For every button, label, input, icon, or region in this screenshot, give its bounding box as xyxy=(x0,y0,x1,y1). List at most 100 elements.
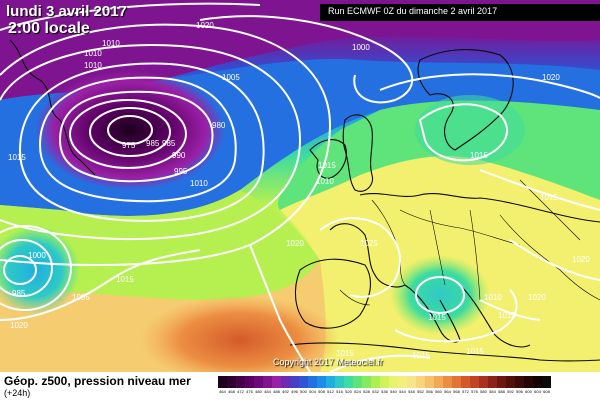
scale-swatch xyxy=(470,376,479,388)
greenland-coast xyxy=(9,39,96,176)
isobar-985-w xyxy=(3,255,37,285)
isobar-label: 1000 xyxy=(28,251,46,260)
isobar-label: 1015 xyxy=(540,193,558,202)
isobar-label: 995 xyxy=(174,167,188,176)
scale-swatch xyxy=(380,376,389,388)
scale-label: 608 xyxy=(543,389,550,394)
scale-swatch xyxy=(344,376,353,388)
scale-label: 492 xyxy=(282,389,289,394)
scale-label: 488 xyxy=(273,389,280,394)
scale-swatch xyxy=(335,376,344,388)
isobar-label: 985 xyxy=(162,139,176,148)
scale-label: 516 xyxy=(336,389,343,394)
scale-label: 592 xyxy=(507,389,514,394)
scale-label: 584 xyxy=(489,389,496,394)
isobar-label: 1010 xyxy=(316,177,334,186)
scandinavia-coast xyxy=(417,49,514,151)
low-pressure-core xyxy=(35,70,225,190)
border-5 xyxy=(499,214,600,301)
scale-swatch xyxy=(506,376,515,388)
isobar-label: 1020 xyxy=(528,293,546,302)
isobar-1020-e xyxy=(509,239,600,281)
border-2 xyxy=(399,209,521,246)
scale-swatch xyxy=(227,376,236,388)
isobar-label: 1015 xyxy=(116,275,134,284)
north-europe-coast xyxy=(359,193,600,223)
isobar-1000-w xyxy=(0,239,53,297)
isobar-1020-s xyxy=(249,244,311,372)
isobar-1015-africa xyxy=(329,354,431,372)
scale-label: 532 xyxy=(372,389,379,394)
scale-swatch xyxy=(245,376,254,388)
lead-time: (+24h) xyxy=(4,388,31,398)
z500-band-lime xyxy=(0,190,320,300)
scale-label: 604 xyxy=(534,389,541,394)
isobar-1025 xyxy=(319,217,401,298)
forecast-map: 1020 1010 1010 1010 1005 1000 1020 980 9… xyxy=(0,0,600,372)
isobar-label: 1010 xyxy=(84,49,102,58)
scale-label: 536 xyxy=(381,389,388,394)
scale-label: 580 xyxy=(480,389,487,394)
isobar-label: 985 xyxy=(12,289,26,298)
isobars xyxy=(0,2,600,372)
isobar-label: 990 xyxy=(172,151,186,160)
scale-swatch xyxy=(281,376,290,388)
scale-swatch xyxy=(425,376,434,388)
isobar-1000 xyxy=(18,62,265,222)
isobar-1000-ne xyxy=(199,15,414,104)
scale-label: 540 xyxy=(390,389,397,394)
scale-label: 464 xyxy=(219,389,226,394)
scale-swatch xyxy=(452,376,461,388)
scale-label: 504 xyxy=(309,389,316,394)
isobar-label: 1015 xyxy=(412,351,430,360)
britain-coast xyxy=(342,114,374,192)
isobar-1010 xyxy=(0,23,332,266)
isobar-label: 1025 xyxy=(360,239,378,248)
scale-swatch xyxy=(317,376,326,388)
scale-label: 568 xyxy=(453,389,460,394)
scale-label: 512 xyxy=(327,389,334,394)
scale-label: 484 xyxy=(264,389,271,394)
scale-swatch xyxy=(434,376,443,388)
scale-label: 576 xyxy=(471,389,478,394)
scale-label: 552 xyxy=(417,389,424,394)
isobar-label: 1015 xyxy=(466,347,484,356)
scale-swatch xyxy=(371,376,380,388)
isobar-1015-scand xyxy=(418,103,509,162)
scale-swatch xyxy=(218,376,227,388)
scale-swatch xyxy=(308,376,317,388)
scale-swatch xyxy=(326,376,335,388)
isobar-label: 1010 xyxy=(190,179,208,188)
isobar-label: 1005 xyxy=(222,73,240,82)
isobar-label: 985 xyxy=(146,139,160,148)
scale-swatch xyxy=(479,376,488,388)
scale-label: 588 xyxy=(498,389,505,394)
iberia-coast xyxy=(294,258,371,329)
scale-swatch xyxy=(524,376,533,388)
isobar-975 xyxy=(107,115,153,145)
scale-swatch xyxy=(299,376,308,388)
scale-label: 524 xyxy=(354,389,361,394)
isobar-1020-nw xyxy=(0,2,261,31)
scale-swatch xyxy=(515,376,524,388)
isobar-990 xyxy=(58,90,214,183)
scale-swatch xyxy=(353,376,362,388)
isobar-1005-w xyxy=(0,225,72,311)
scale-label: 560 xyxy=(435,389,442,394)
scale-label: 548 xyxy=(408,389,415,394)
isobar-label: 1020 xyxy=(542,73,560,82)
isobar-label: 1005 xyxy=(72,293,90,302)
scale-label: 600 xyxy=(525,389,532,394)
scale-swatch xyxy=(362,376,371,388)
legend-footer: Géop. z500, pression niveau mer (+24h) 4… xyxy=(0,372,600,400)
isobar-label: 1020 xyxy=(10,321,28,330)
isobar-label: 1010 xyxy=(84,61,102,70)
isobar-1010-se xyxy=(479,299,541,321)
color-scale xyxy=(218,376,551,388)
scale-swatch xyxy=(272,376,281,388)
scale-label: 476 xyxy=(246,389,253,394)
isobar-label: 1015 xyxy=(8,153,26,162)
isobar-1015-sw xyxy=(0,249,201,321)
isobar-label: 1015 xyxy=(498,311,516,320)
scale-label: 472 xyxy=(237,389,244,394)
